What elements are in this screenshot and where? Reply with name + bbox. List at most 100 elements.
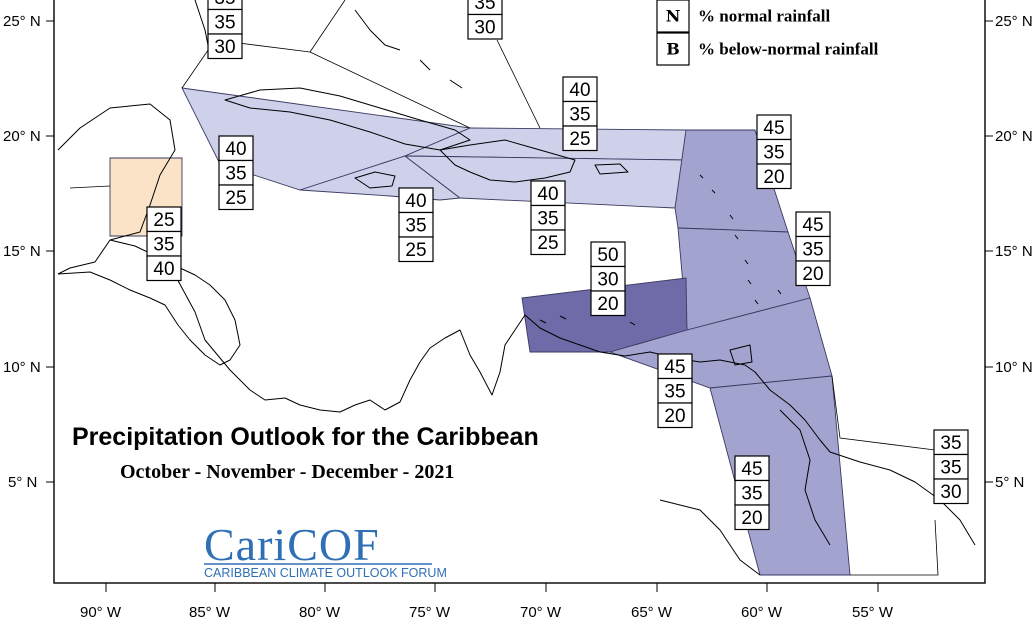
probability-value: 35 [537,208,558,229]
probability-value: 45 [741,459,762,480]
probability-value: 30 [940,482,961,503]
longitude-labels: 90° W 85° W 80° W 75° W 70° W 65° W 60° … [80,604,894,621]
lon-label: 90° W [80,604,122,621]
zone-guyana [709,375,851,576]
logo-wordmark: CariCOF [204,519,380,570]
probability-cell [657,353,693,380]
probability-value: 35 [153,234,174,255]
lat-label: 10° N [3,359,41,376]
probability-box-trinidad: 45 35 20 [657,353,693,429]
lat-label: 20° N [995,128,1033,145]
probability-box-suriname-guiana: 35 35 30 [933,429,969,505]
outlook-zones [109,87,851,576]
probability-cell [590,290,626,317]
axis-ticks [46,20,993,592]
probability-cell [207,8,243,35]
probability-value: 35 [569,104,590,125]
probability-cell [562,125,598,152]
probability-value: 40 [537,184,558,205]
probability-value: 20 [763,167,784,188]
probability-box-hispaniola-south: 40 35 25 [530,180,566,256]
probability-cell [795,235,831,262]
legend-key-below: B % below-normal rainfall [656,32,879,66]
probability-boxes: 35 35 30 35 30 40 35 25 40 35 25 40 35 25 40 35 25 253540… [146,0,969,531]
legend-key-letter: B [666,40,680,59]
probability-cell [398,187,434,214]
probability-box-abc-islands: 50 30 20 [590,241,626,317]
probability-box-cuba-west: 40 35 25 [218,135,254,211]
lat-label: 10° N [995,359,1033,376]
lon-label: 85° W [189,604,231,621]
probability-value: 45 [802,215,823,236]
map-subtitle: October - November - December - 2021 [120,461,454,483]
probability-cell [657,377,693,404]
probability-cell [933,478,969,505]
probability-value: 25 [537,233,558,254]
probability-value: 40 [153,259,174,280]
probability-value: 40 [569,80,590,101]
probability-value: 35 [474,0,495,14]
lat-label: 25° N [995,13,1033,30]
lon-label: 60° W [741,604,783,621]
probability-cell [218,184,254,211]
probability-box-jamaica: 40 35 25 [398,187,434,263]
lon-label: 70° W [520,604,562,621]
legend-key-normal: N % normal rainfall [656,0,830,33]
probability-box-guyana: 45 35 20 [734,455,770,531]
probability-cell [562,76,598,103]
probability-box-leeward-islands: 45 35 20 [756,114,792,190]
probability-cell [207,33,243,60]
lon-label: 55° W [852,604,894,621]
probability-cell [933,453,969,480]
probability-value: 40 [225,139,246,160]
probability-value: 50 [597,245,618,266]
legend-key-letter: N [666,7,681,26]
probability-value: 35 [214,12,235,33]
probability-value: 30 [214,37,235,58]
lat-label: 20° N [3,128,41,145]
probability-value: 35 [940,433,961,454]
probability-value: 20 [741,508,762,529]
probability-value: 35 [225,163,246,184]
probability-cell [756,114,792,141]
probability-value: 35 [763,142,784,163]
lat-label: 25° N [3,13,41,30]
probability-box-belize: 25 35 40 [146,206,182,282]
legend: N % normal rainfall B % below-normal rai… [656,0,879,66]
probability-cell [933,429,969,456]
probability-value: 20 [802,264,823,285]
probability-cell [734,479,770,506]
map-frame [53,0,986,584]
probability-value: 30 [597,269,618,290]
lat-label: 5° N [995,474,1024,491]
latitude-labels-right: 25° N 20° N 15° N 10° N 5° N [995,13,1033,491]
caricof-logo: CariCOF CARIBBEAN CLIMATE OUTLOOK FORUM [204,519,447,580]
probability-value: 20 [597,294,618,315]
probability-value: 45 [664,357,685,378]
map-title: Precipitation Outlook for the Caribbean [72,423,539,451]
probability-cell [734,455,770,482]
probability-cell [398,236,434,263]
probability-box-windward-islands: 45 35 20 [795,211,831,287]
probability-cell [562,100,598,127]
lat-label: 5° N [8,474,37,491]
probability-cell [146,255,182,282]
zone-outlines [69,0,939,576]
probability-cell [398,211,434,238]
probability-value: 25 [225,188,246,209]
probability-cell [530,229,566,256]
probability-cell [467,13,503,40]
probability-value: 35 [664,381,685,402]
probability-value: 25 [569,129,590,150]
probability-cell [530,204,566,231]
probability-value: 35 [802,239,823,260]
probability-value: 35 [940,457,961,478]
probability-value: 35 [405,215,426,236]
probability-cell [657,402,693,429]
probability-value: 25 [405,240,426,261]
probability-value: 20 [664,406,685,427]
lat-label: 15° N [3,243,41,260]
probability-value: 40 [405,191,426,212]
probability-cell [795,260,831,287]
